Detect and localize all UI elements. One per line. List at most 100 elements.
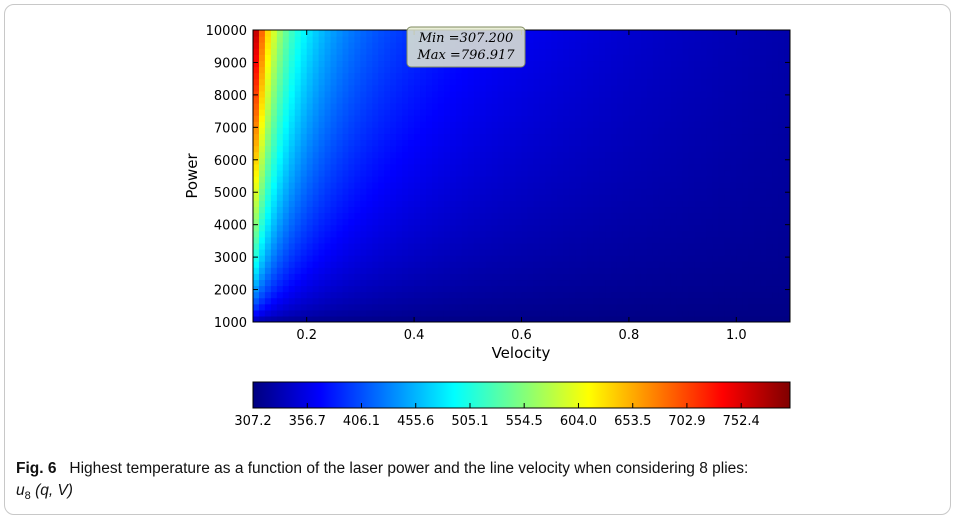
heatmap-cell	[652, 54, 660, 62]
heatmap-cell	[682, 224, 690, 232]
heatmap-cell	[730, 127, 737, 135]
heatmap-cell	[360, 115, 367, 122]
heatmap-cell	[330, 279, 338, 287]
caption-text: Highest temperature as a function of the…	[69, 460, 749, 477]
heatmap-cell	[676, 169, 684, 177]
heatmap-cell	[390, 133, 397, 141]
heatmap-cell	[688, 60, 696, 68]
heatmap-cell	[485, 309, 493, 317]
heatmap-cell	[396, 176, 403, 183]
heatmap-cell	[634, 60, 642, 68]
heatmap-cell	[253, 78, 260, 86]
heatmap-cell	[634, 297, 642, 305]
heatmap-cell	[712, 96, 719, 104]
heatmap-cell	[330, 48, 338, 55]
heatmap-cell	[270, 169, 278, 177]
heatmap-cell	[461, 188, 469, 195]
heatmap-cell	[461, 218, 469, 226]
heatmap-cell	[264, 157, 272, 165]
heatmap-cell	[676, 78, 684, 86]
heatmap-cell	[682, 139, 690, 147]
heatmap-cell	[503, 261, 511, 268]
heatmap-cell	[324, 182, 332, 189]
heatmap-cell	[420, 249, 427, 256]
heatmap-cell	[467, 273, 475, 281]
heatmap-cell	[730, 249, 737, 256]
heatmap-cell	[318, 285, 326, 293]
heatmap-cell	[306, 285, 314, 293]
heatmap-cell	[694, 206, 702, 214]
heatmap-cell	[634, 127, 642, 135]
heatmap-cell	[324, 303, 332, 311]
heatmap-cell	[420, 212, 427, 220]
heatmap-cell	[616, 133, 624, 141]
heatmap-cell	[384, 315, 391, 322]
heatmap-cell	[521, 315, 529, 322]
heatmap-cell	[253, 127, 260, 135]
heatmap-cell	[670, 261, 678, 268]
heatmap-cell	[688, 163, 696, 171]
heatmap-cell	[784, 139, 790, 147]
heatmap-cell	[479, 297, 487, 305]
heatmap-cell	[455, 291, 463, 299]
heatmap-cell	[420, 218, 427, 226]
heatmap-cell	[414, 72, 421, 80]
heatmap-cell	[700, 66, 708, 74]
heatmap-cell	[509, 230, 517, 238]
heatmap-cell	[503, 151, 511, 159]
heatmap-cell	[778, 236, 785, 244]
heatmap-cell	[539, 157, 546, 165]
heatmap-cell	[533, 188, 540, 195]
heatmap-cell	[294, 261, 302, 268]
heatmap-cell	[491, 242, 499, 250]
heatmap-cell	[772, 109, 779, 116]
heatmap-cell	[515, 103, 523, 110]
heatmap-cell	[706, 279, 714, 287]
heatmap-cell	[515, 96, 523, 104]
heatmap-cell	[372, 200, 379, 208]
heatmap-cell	[372, 273, 379, 281]
heatmap-cell	[784, 151, 790, 159]
heatmap-cell	[312, 242, 320, 250]
heatmap-cell	[485, 121, 493, 128]
heatmap-cell	[581, 279, 588, 287]
heatmap-cell	[378, 133, 385, 141]
heatmap-cell	[366, 279, 373, 287]
heatmap-cell	[599, 121, 606, 128]
heatmap-cell	[342, 127, 350, 135]
heatmap-cell	[557, 206, 564, 214]
heatmap-cell	[766, 212, 773, 220]
heatmap-cell	[282, 72, 290, 80]
heatmap-cell	[539, 249, 546, 256]
heatmap-cell	[587, 127, 594, 135]
heatmap-cell	[509, 249, 517, 256]
heatmap-cell	[324, 212, 332, 220]
heatmap-cell	[694, 109, 702, 116]
heatmap-cell	[605, 48, 612, 55]
heatmap-cell	[324, 194, 332, 201]
heatmap-cell	[342, 163, 350, 171]
heatmap-cell	[652, 133, 660, 141]
heatmap-cell	[575, 261, 582, 268]
heatmap-cell	[587, 212, 594, 220]
heatmap-cell	[664, 218, 672, 226]
heatmap-cell	[432, 273, 439, 281]
x-axis-label: Velocity	[492, 344, 551, 362]
heatmap-cell	[360, 121, 367, 128]
heatmap-cell	[354, 163, 361, 171]
heatmap-cell	[354, 54, 361, 62]
heatmap-cell	[366, 273, 373, 281]
heatmap-cell	[551, 206, 558, 214]
heatmap-cell	[694, 315, 702, 322]
heatmap-cell	[294, 315, 302, 322]
heatmap-cell	[461, 309, 469, 317]
heatmap-cell	[587, 303, 594, 311]
heatmap-cell	[491, 303, 499, 311]
heatmap-cell	[664, 291, 672, 299]
heatmap-cell	[676, 291, 684, 299]
heatmap-cell	[772, 188, 779, 195]
heatmap-cell	[509, 133, 517, 141]
heatmap-cell	[270, 139, 278, 147]
heatmap-cell	[718, 230, 725, 238]
heatmap-cell	[652, 249, 660, 256]
